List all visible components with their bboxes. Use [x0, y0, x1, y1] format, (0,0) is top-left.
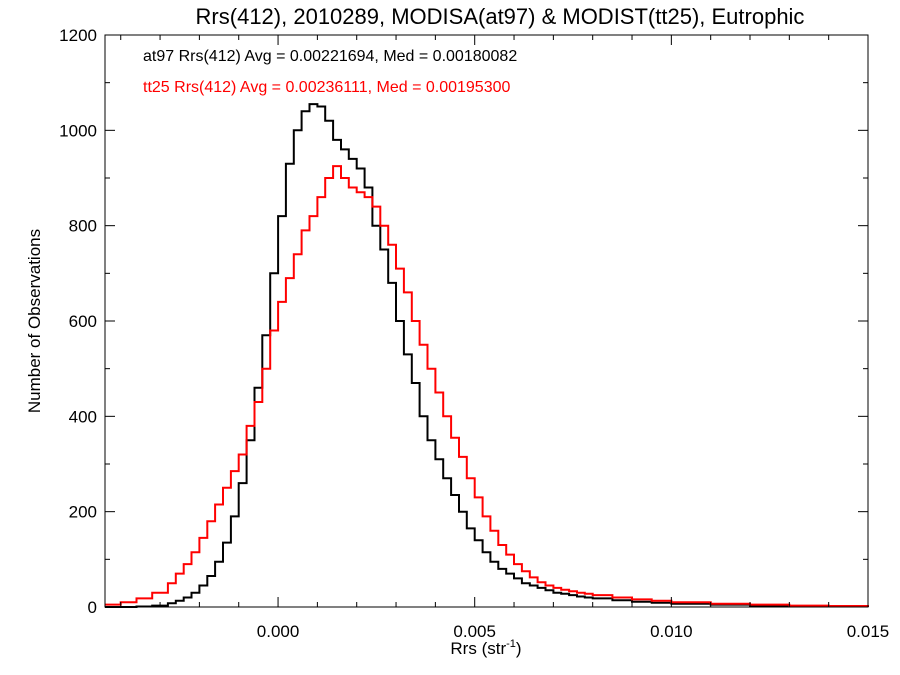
series-line-0	[105, 103, 869, 608]
x-tick-label: 0.005	[453, 622, 496, 641]
plot-frame	[104, 34, 869, 608]
x-axis: 0.000 0.005 0.010 0.015	[120, 35, 890, 641]
x-axis-label-close: )	[516, 639, 522, 658]
x-axis-label-superscript: -1	[506, 638, 516, 650]
x-tick-label: 0.000	[257, 622, 300, 641]
annotation-at97: at97 Rrs(412) Avg = 0.00221694, Med = 0.…	[143, 48, 517, 65]
x-axis-label-main: Rrs (str	[450, 639, 506, 658]
x-tick-label: 0.015	[847, 622, 890, 641]
y-tick-label: 200	[69, 503, 97, 522]
y-tick-label: 1200	[59, 26, 97, 45]
annotations: at97 Rrs(412) Avg = 0.00221694, Med = 0.…	[143, 48, 517, 96]
y-tick-label: 800	[69, 217, 97, 236]
y-axis-label: Number of Observations	[25, 229, 44, 413]
series-line-1	[105, 165, 869, 607]
chart-title: Rrs(412), 2010289, MODISA(at97) & MODIST…	[196, 4, 805, 29]
x-axis-label: Rrs (str-1)	[450, 638, 521, 658]
series-layer	[105, 103, 869, 608]
y-tick-label: 0	[88, 598, 97, 617]
y-axis: 0 200 400 600 800 1000 1200	[59, 26, 868, 617]
y-tick-label: 600	[69, 312, 97, 331]
annotation-tt25: tt25 Rrs(412) Avg = 0.00236111, Med = 0.…	[143, 79, 510, 96]
x-tick-label: 0.010	[650, 622, 693, 641]
y-tick-label: 1000	[59, 121, 97, 140]
y-tick-label: 400	[69, 407, 97, 426]
